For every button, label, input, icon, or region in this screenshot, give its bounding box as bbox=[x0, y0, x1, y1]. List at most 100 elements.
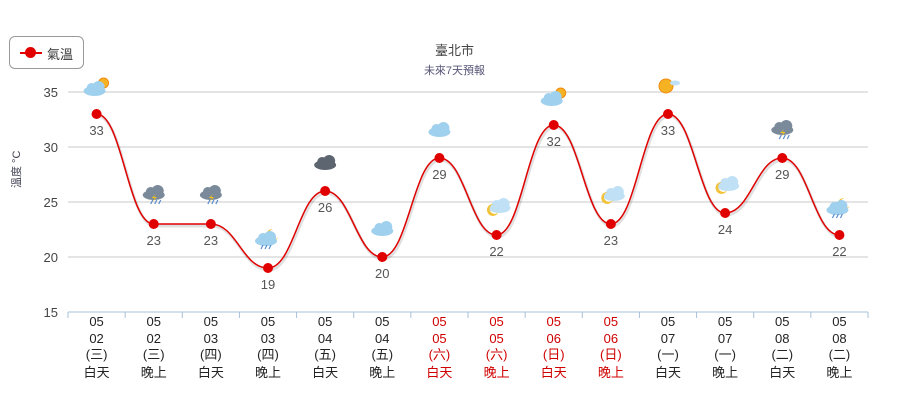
data-label: 29 bbox=[432, 167, 446, 182]
data-label: 33 bbox=[89, 123, 103, 138]
x-tick-label: 05 04(五) 白天 bbox=[312, 314, 338, 380]
x-tick-text: 05 bbox=[89, 314, 103, 329]
y-tick-label: 30 bbox=[44, 140, 58, 155]
x-tick-text: 白天 bbox=[84, 365, 110, 380]
x-tick-label: 05 02(三) 白天 bbox=[84, 314, 110, 380]
sunny-cloudy-icon bbox=[540, 87, 567, 106]
data-label: 23 bbox=[146, 233, 160, 248]
x-tick-text: 白天 bbox=[426, 365, 452, 380]
night-rain-icon bbox=[255, 228, 278, 250]
data-label: 22 bbox=[489, 244, 503, 259]
sunny-icon bbox=[658, 78, 680, 94]
data-point bbox=[263, 263, 273, 273]
x-tick-text: 05 bbox=[661, 314, 675, 329]
x-tick-text: 05 bbox=[546, 314, 560, 329]
x-tick-text: 05 bbox=[146, 314, 160, 329]
thunder-rain-icon bbox=[199, 185, 222, 205]
x-tick-text: 05 bbox=[832, 314, 846, 329]
x-tick-label: 05 08(二) 白天 bbox=[769, 314, 795, 380]
cloud-icon bbox=[428, 122, 451, 137]
x-tick-text: (二) bbox=[829, 347, 851, 362]
cloud-icon bbox=[371, 221, 394, 236]
x-tick-text: 03 bbox=[204, 331, 218, 346]
thunder-rain-icon bbox=[771, 120, 794, 140]
data-point bbox=[205, 219, 216, 229]
x-tick-text: 晚上 bbox=[141, 365, 167, 380]
x-tick-label: 05 04(五) 晚上 bbox=[369, 314, 395, 380]
data-label: 29 bbox=[775, 167, 789, 182]
data-point bbox=[320, 186, 331, 196]
x-tick-text: 05 bbox=[318, 314, 332, 329]
x-tick-text: 05 bbox=[718, 314, 732, 329]
x-tick-text: 晚上 bbox=[712, 365, 738, 380]
x-tick-text: (一) bbox=[714, 347, 736, 362]
moon-cloud-icon bbox=[601, 186, 625, 204]
x-tick-text: (三) bbox=[143, 347, 165, 362]
data-point bbox=[91, 109, 102, 119]
x-tick-text: 08 bbox=[775, 331, 789, 346]
x-tick-text: 05 bbox=[489, 314, 503, 329]
x-tick-text: (四) bbox=[200, 347, 222, 362]
data-point bbox=[148, 219, 159, 229]
data-point bbox=[434, 153, 445, 163]
x-tick-text: 05 bbox=[375, 314, 389, 329]
data-label: 33 bbox=[661, 123, 675, 138]
series-line bbox=[96, 113, 840, 269]
y-tick-label: 15 bbox=[44, 305, 58, 320]
dark-cloud-icon bbox=[314, 155, 337, 170]
x-tick-text: 08 bbox=[832, 331, 846, 346]
x-tick-text: (二) bbox=[771, 347, 793, 362]
x-tick-text: 白天 bbox=[312, 365, 338, 380]
x-tick-text: 05 bbox=[432, 331, 446, 346]
thunder-rain-icon bbox=[142, 185, 165, 205]
chart-title: 臺北市 bbox=[434, 43, 474, 58]
x-tick-label: 05 06(日) 白天 bbox=[541, 314, 567, 380]
data-point bbox=[548, 120, 559, 130]
data-point bbox=[777, 153, 788, 163]
x-tick-label: 05 02(三) 晚上 bbox=[141, 314, 167, 380]
data-label: 19 bbox=[261, 277, 275, 292]
x-tick-text: 07 bbox=[661, 331, 675, 346]
x-tick-text: (五) bbox=[314, 347, 336, 362]
moon-cloud-icon bbox=[486, 198, 511, 216]
x-tick-text: 白天 bbox=[541, 365, 567, 380]
x-tick-text: 05 bbox=[489, 331, 503, 346]
x-tick-text: 晚上 bbox=[826, 365, 852, 380]
x-tick-label: 05 07(一) 白天 bbox=[655, 314, 681, 380]
data-label: 23 bbox=[604, 233, 618, 248]
chart-subtitle: 未來7天預報 bbox=[423, 65, 486, 77]
x-tick-text: 05 bbox=[432, 314, 446, 329]
data-label: 26 bbox=[318, 200, 332, 215]
moon-cloud-icon bbox=[715, 176, 740, 194]
y-axis-label: 溫度 °C bbox=[11, 150, 23, 188]
y-tick-label: 35 bbox=[44, 85, 58, 100]
x-tick-text: 05 bbox=[775, 314, 789, 329]
data-label: 24 bbox=[718, 222, 732, 237]
x-tick-text: (日) bbox=[543, 347, 565, 362]
x-tick-label: 05 08(二) 晚上 bbox=[826, 314, 852, 380]
data-point bbox=[720, 208, 731, 218]
y-tick-label: 20 bbox=[44, 250, 58, 265]
x-tick-text: 晚上 bbox=[598, 365, 624, 380]
x-tick-text: 白天 bbox=[655, 365, 681, 380]
x-tick-text: 05 bbox=[204, 314, 218, 329]
x-tick-label: 05 07(一) 晚上 bbox=[712, 314, 738, 380]
x-tick-text: 03 bbox=[261, 331, 275, 346]
x-tick-text: 晚上 bbox=[484, 365, 510, 380]
y-tick-label: 25 bbox=[44, 195, 58, 210]
x-tick-text: 05 bbox=[604, 314, 618, 329]
legend-dot-marker bbox=[25, 47, 36, 58]
x-tick-label: 05 03(四) 白天 bbox=[198, 314, 224, 380]
x-tick-label: 05 06(日) 晚上 bbox=[598, 314, 624, 380]
night-rain-icon bbox=[826, 197, 850, 219]
x-tick-label: 05 03(四) 晚上 bbox=[255, 314, 281, 380]
x-tick-text: 白天 bbox=[198, 365, 224, 380]
x-tick-text: 06 bbox=[604, 331, 618, 346]
data-point bbox=[663, 109, 673, 119]
data-label: 22 bbox=[832, 244, 846, 259]
x-tick-text: 05 bbox=[261, 314, 275, 329]
data-point bbox=[377, 252, 388, 262]
legend[interactable]: 氣溫 bbox=[9, 36, 84, 69]
